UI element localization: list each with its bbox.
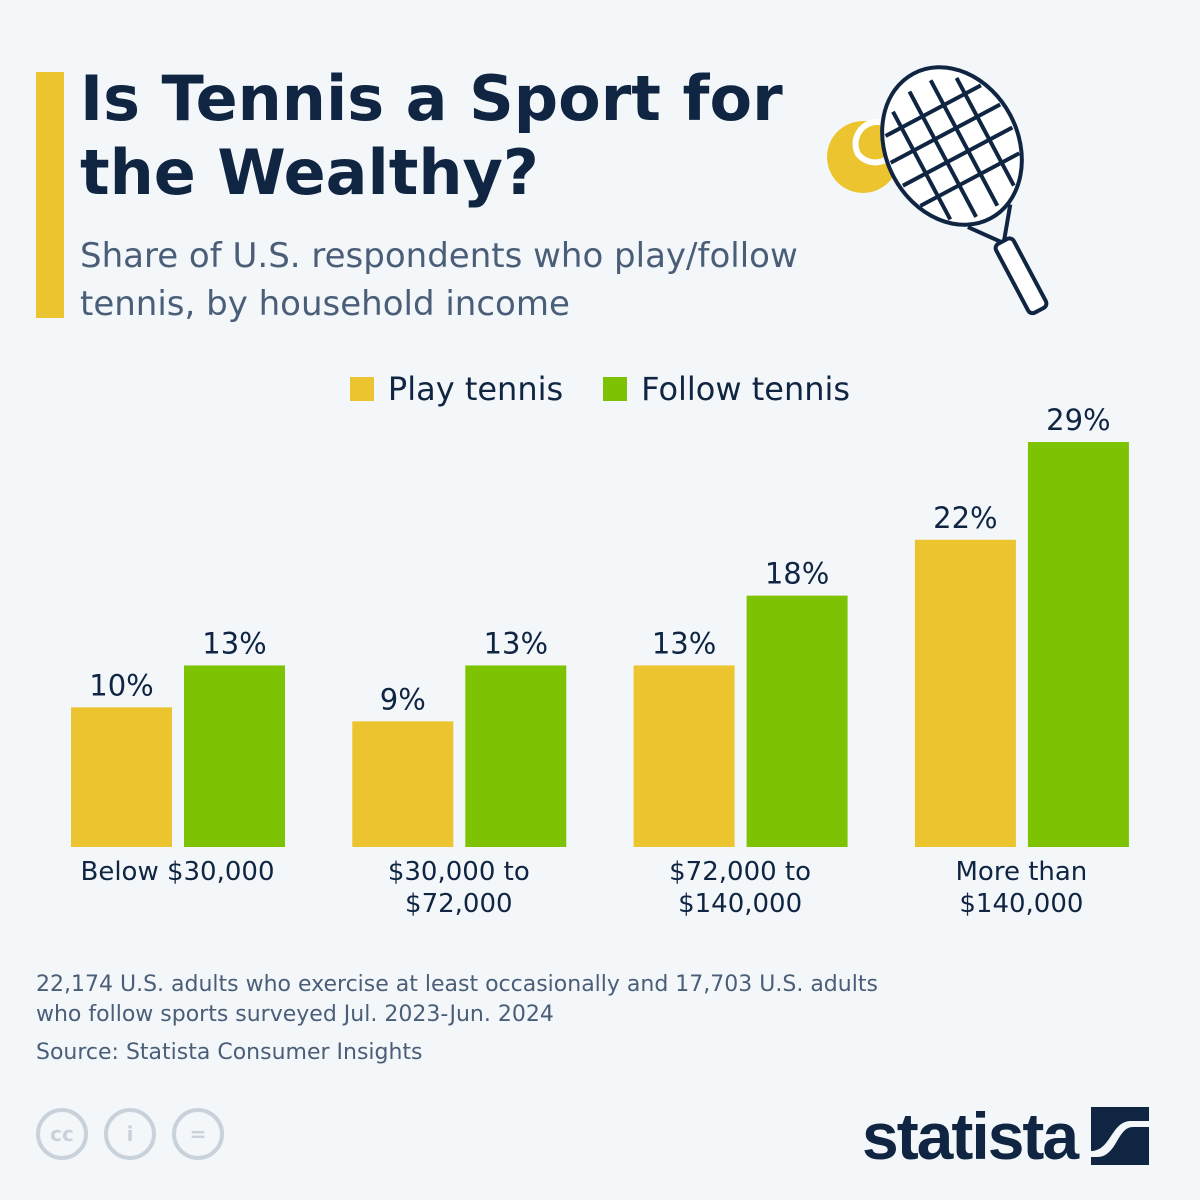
legend-swatch-play: [349, 377, 374, 401]
no-derivatives-icon: =: [172, 1108, 224, 1160]
title-accent-bar: [36, 72, 64, 318]
cc-icon: cc: [36, 1108, 88, 1160]
bar-follow: [465, 665, 567, 847]
page-title: Is Tennis a Sport for the Wealthy?: [80, 62, 783, 209]
statista-logo: statista: [862, 1098, 1150, 1174]
attribution-icon: i: [104, 1108, 156, 1160]
subtitle: Share of U.S. respondents who play/follo…: [80, 236, 798, 324]
category-label: $72,000 to $140,000: [669, 857, 812, 919]
category-label: $30,000 to $72,000: [387, 857, 530, 919]
data-label: 13%: [202, 626, 266, 660]
legend-item-play: Play tennis: [349, 370, 564, 408]
data-label: 13%: [652, 626, 716, 660]
footnote: 22,174 U.S. adults who exercise at least…: [36, 972, 878, 1027]
statista-wordmark: statista: [862, 1099, 1079, 1173]
data-label: 22%: [933, 501, 997, 535]
legend-item-follow: Follow tennis: [603, 370, 850, 408]
bar-follow: [1027, 442, 1129, 847]
data-label: 10%: [89, 668, 153, 702]
tennis-racket-icon: [827, 65, 1049, 316]
statista-logo-icon: [1091, 1107, 1150, 1165]
license-icons: cc i =: [36, 1108, 224, 1160]
category-label: More than $140,000: [955, 857, 1088, 919]
bar-play: [352, 721, 454, 847]
bar-chart: 10% 13% 9% 13% 13% 18% 22% 29%: [71, 403, 1129, 847]
source: Source: Statista Consumer Insights: [36, 1040, 423, 1065]
legend-label-follow: Follow tennis: [641, 370, 851, 408]
data-label: 13%: [484, 626, 548, 660]
chart-legend: Play tennis Follow tennis: [0, 370, 1200, 408]
legend-swatch-follow: [603, 377, 628, 401]
bar-play: [914, 539, 1016, 847]
data-label: 18%: [765, 557, 829, 591]
bar-play: [633, 665, 735, 847]
data-label: 29%: [1046, 403, 1110, 437]
bar-follow: [184, 665, 285, 847]
bar-follow: [746, 595, 848, 847]
category-label: Below $30,000: [80, 857, 275, 887]
legend-label-play: Play tennis: [387, 370, 564, 408]
data-label: 9%: [380, 682, 426, 716]
bar-play: [71, 707, 172, 847]
